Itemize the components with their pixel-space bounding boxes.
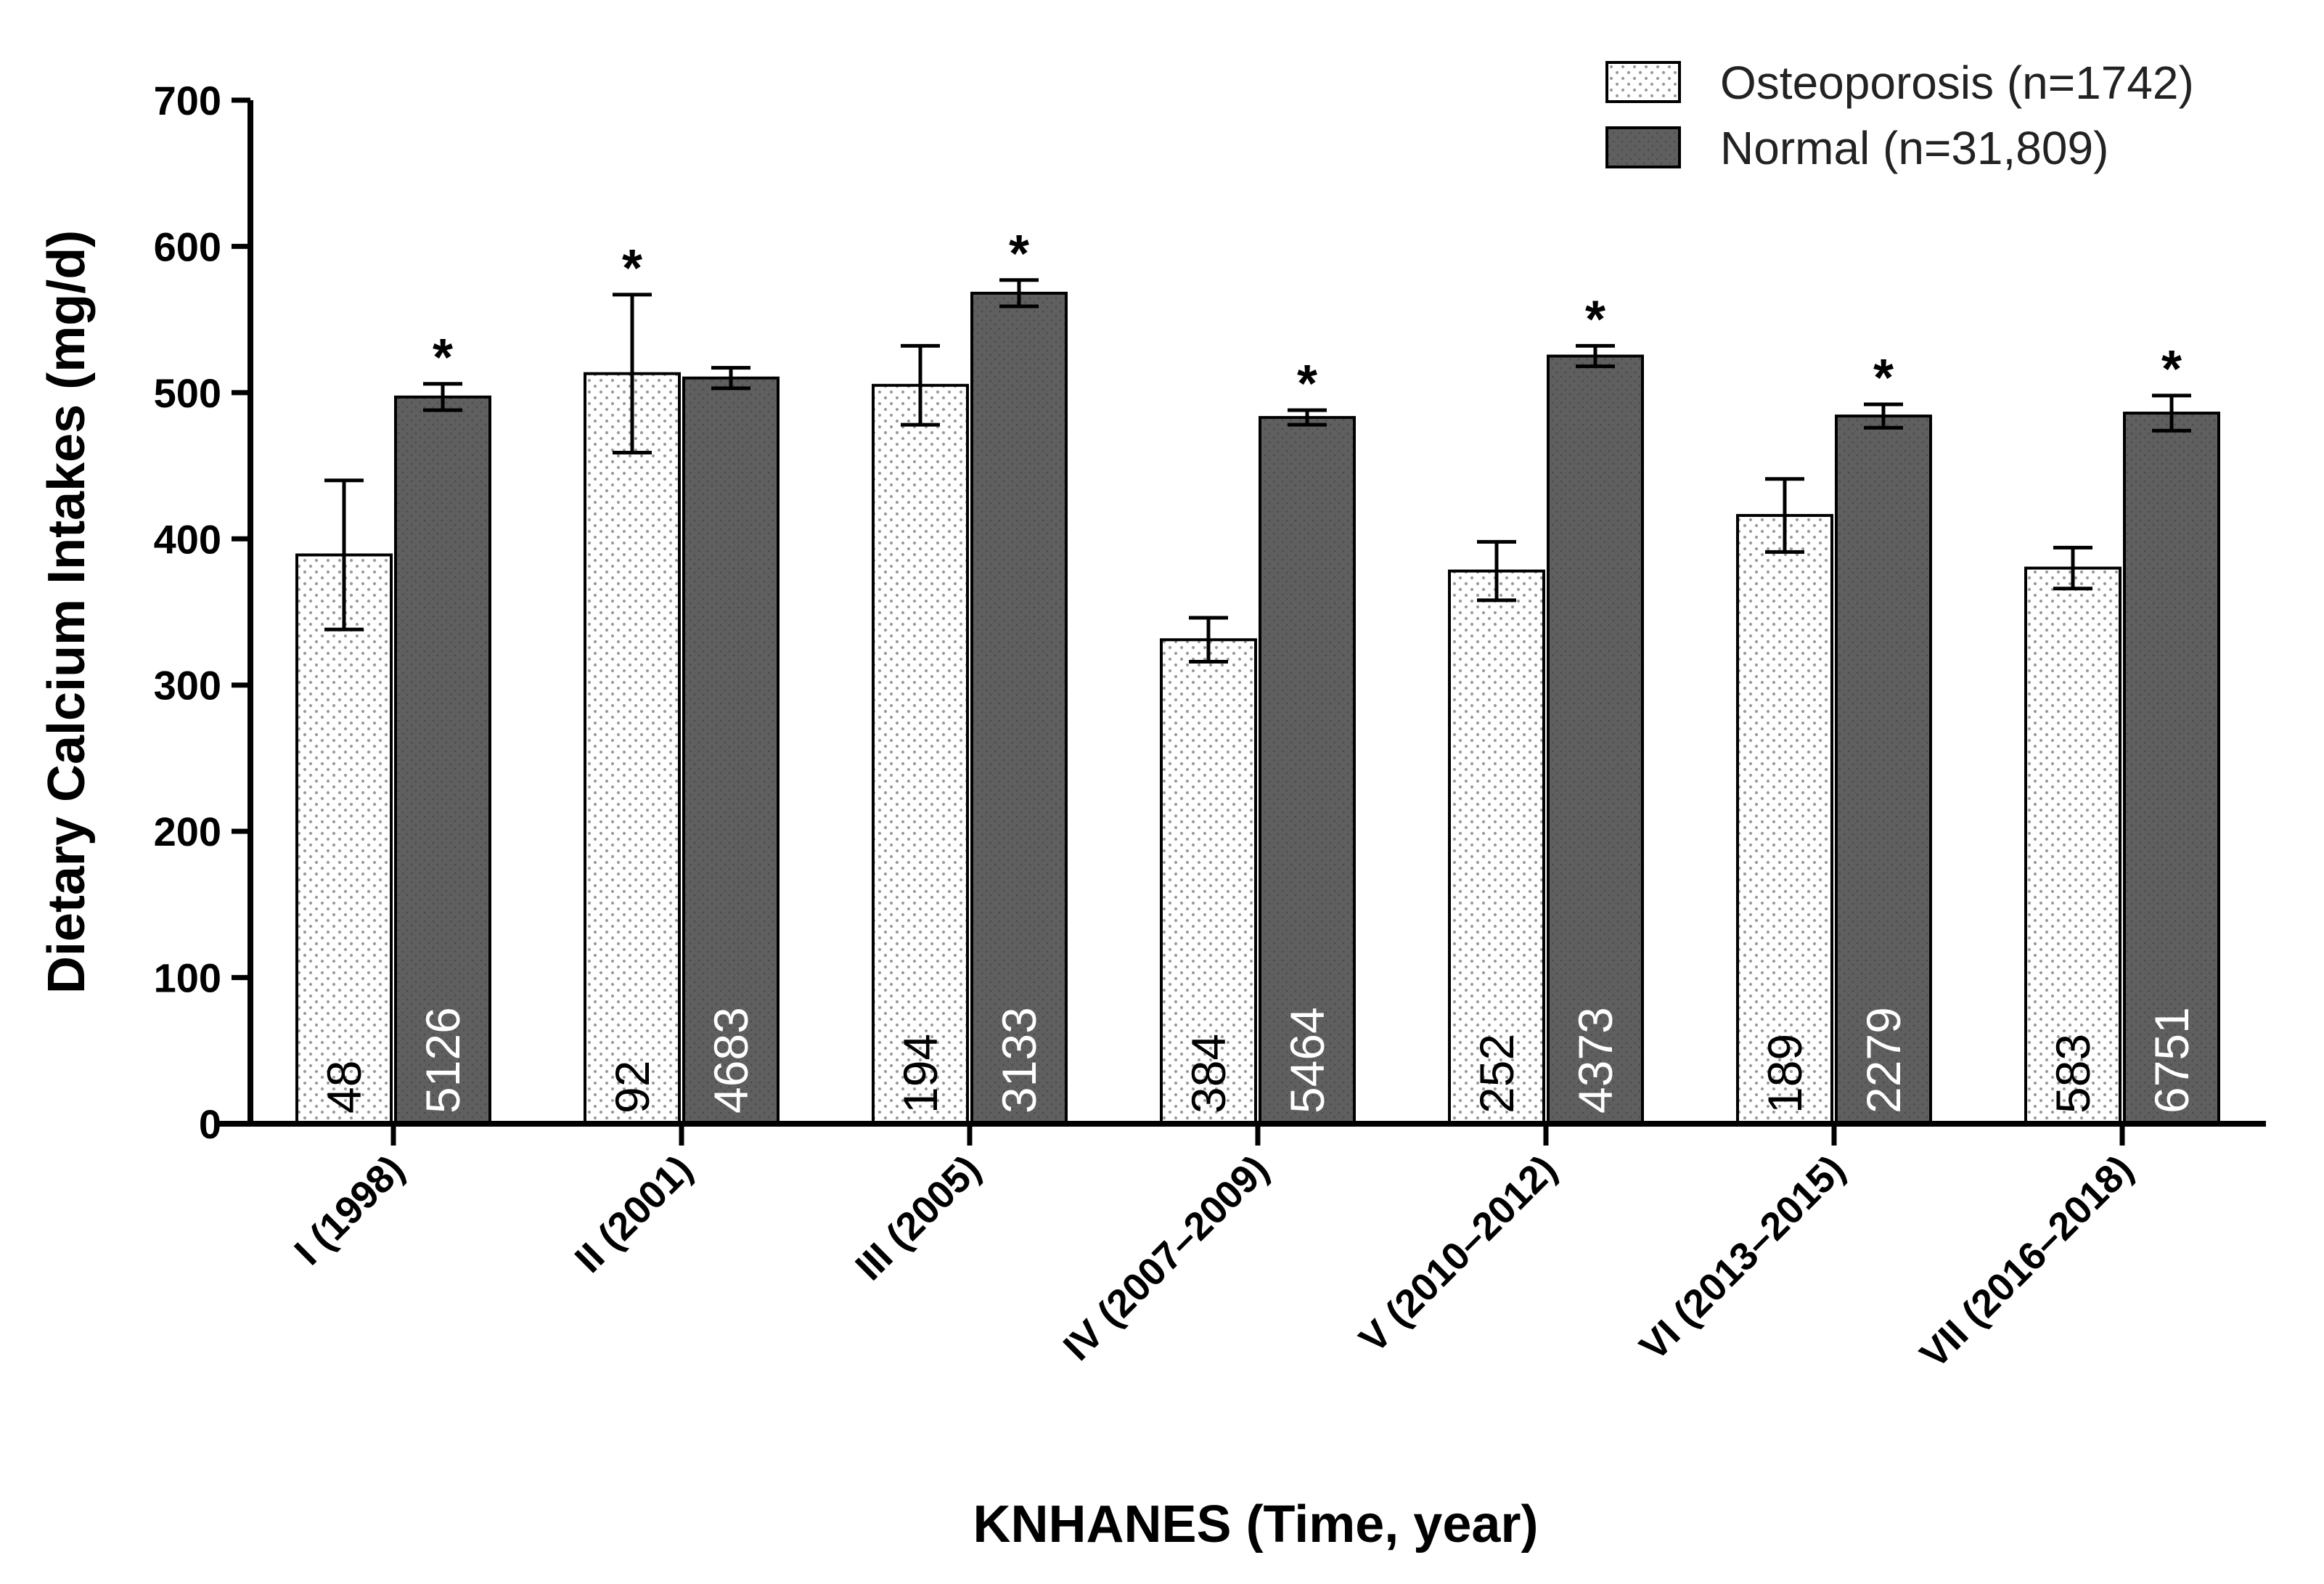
bar-normal: [682, 376, 780, 1126]
significance-star: *: [2161, 340, 2182, 399]
significance-star: *: [1873, 349, 1894, 407]
bar-osteoporosis: [295, 553, 393, 1125]
significance-markers-layer: * * * * * * *: [433, 225, 2182, 413]
sample-size-label: 6751: [2145, 1007, 2198, 1114]
bars-layer: [295, 291, 2220, 1126]
sample-size-label: 5126: [416, 1007, 470, 1114]
significance-star: *: [1297, 355, 1317, 413]
y-tick-label: 200: [154, 809, 221, 854]
bar-normal: [970, 291, 1068, 1125]
y-tick-label: 0: [199, 1101, 221, 1147]
significance-star: *: [433, 329, 453, 387]
sample-size-label: 5464: [1280, 1007, 1334, 1114]
sample-size-label: 3133: [992, 1007, 1046, 1114]
x-tick-label: I (1998): [286, 1147, 412, 1273]
y-tick-label: 500: [154, 370, 221, 416]
bar-osteoporosis: [1736, 514, 1833, 1125]
bar-osteoporosis: [584, 372, 681, 1126]
sample-size-label: 194: [893, 1034, 947, 1114]
y-tick-label: 100: [154, 955, 221, 1001]
sample-size-label: 583: [2046, 1034, 2100, 1114]
sample-size-label: 189: [1758, 1034, 1812, 1114]
y-tick-label: 300: [154, 663, 221, 709]
sample-size-label: 384: [1182, 1034, 1235, 1114]
significance-star: *: [622, 240, 642, 298]
x-tick-label: VII (2016–2018): [1912, 1147, 2141, 1376]
sample-size-label: 4373: [1568, 1007, 1622, 1114]
x-tick-label: IV (2007–2009): [1055, 1147, 1277, 1369]
y-tick-label: 400: [154, 516, 221, 562]
sample-size-label: 252: [1470, 1034, 1523, 1114]
bar-normal: [1547, 354, 1644, 1125]
error-bars-layer: [324, 278, 2191, 664]
y-tick-label: 700: [154, 78, 221, 123]
x-ticks-layer: I (1998) II (2001) III (2005) IV (2007–2009…: [286, 1124, 2141, 1376]
significance-star: *: [1585, 290, 1605, 348]
legend-swatch-normal: [1605, 126, 1681, 168]
bar-normal: [1259, 416, 1356, 1125]
y-ticks-layer: 0 100 200 300 400 500 600 700: [154, 78, 250, 1147]
bar-normal: [394, 395, 491, 1125]
bar-osteoporosis: [872, 383, 969, 1125]
sample-size-label: 4683: [704, 1007, 758, 1114]
legend: Osteoporosis (n=1742) Normal (n=31,809): [1605, 57, 2194, 174]
sample-size-label: 48: [317, 1061, 371, 1114]
sample-size-labels-layer: 48 5126 92 4683 194 3133 384 5464 252 4373 189 2279…: [317, 1007, 2198, 1114]
legend-label-normal: Normal (n=31,809): [1720, 122, 2108, 174]
x-tick-label: III (2005): [847, 1147, 989, 1289]
x-tick-label: V (2010–2012): [1351, 1147, 1565, 1361]
sample-size-label: 2279: [1857, 1007, 1910, 1114]
x-tick-label: II (2001): [567, 1147, 701, 1281]
x-tick-label: VI (2013–2015): [1632, 1147, 1854, 1369]
significance-star: *: [1009, 225, 1029, 283]
x-axis-title: KNHANES (Time, year): [973, 1495, 1539, 1554]
y-tick-label: 600: [154, 224, 221, 269]
legend-swatch-osteoporosis: [1605, 61, 1681, 103]
sample-size-label: 92: [605, 1061, 659, 1114]
y-axis-title: Dietary Calcium Intakes (mg/d): [38, 230, 96, 994]
legend-label-osteoporosis: Osteoporosis (n=1742): [1720, 57, 2194, 109]
bar-osteoporosis: [2024, 566, 2122, 1125]
